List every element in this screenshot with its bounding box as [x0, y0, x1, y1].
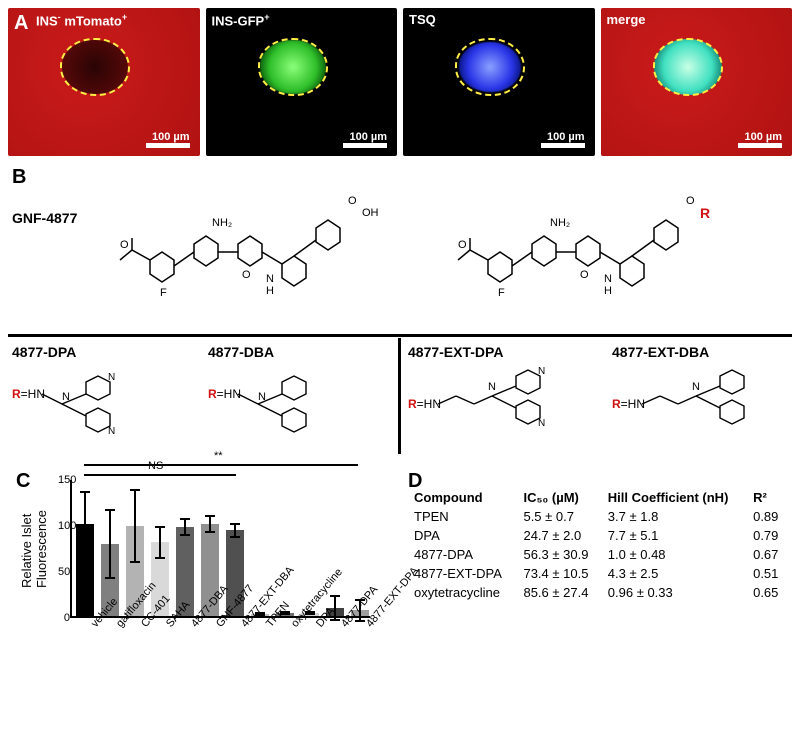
panel-a: A INS- mTomato+ 100 µm INS-GFP+ 100 µm T…: [8, 8, 792, 156]
svg-text:H: H: [266, 285, 274, 297]
panel-a-letter: A: [14, 12, 28, 35]
micro-red: A INS- mTomato+ 100 µm: [8, 8, 200, 156]
micro-green: INS-GFP+ 100 µm: [206, 8, 398, 156]
svg-text:O: O: [458, 239, 467, 251]
svg-text:N: N: [604, 273, 612, 285]
svg-text:R=HN: R=HN: [612, 397, 645, 411]
table-header: R²: [747, 488, 788, 507]
compound-4877-dba: 4877-DBA R=HN N: [208, 344, 398, 457]
micro-blue: TSQ 100 µm: [403, 8, 595, 156]
svg-text:R: R: [700, 205, 710, 221]
svg-text:F: F: [498, 287, 505, 299]
panel-d: D CompoundIC₅₀ (µM)Hill Coefficient (nH)…: [408, 488, 788, 602]
y-tick: 150: [58, 474, 70, 486]
divider-horizontal: [8, 334, 792, 337]
table-row: 4877-EXT-DPA73.4 ± 10.54.3 ± 2.50.51: [408, 564, 788, 583]
svg-text:R=HN: R=HN: [12, 387, 45, 401]
svg-text:O: O: [120, 239, 129, 251]
scalebar: 100 µm: [146, 131, 190, 148]
panel-b: B GNF-4877 F NH₂ O N H O OH O: [8, 166, 792, 454]
svg-text:N: N: [258, 391, 266, 403]
panel-b-letter: B: [12, 166, 26, 189]
table-row: 4877-DPA56.3 ± 30.91.0 ± 0.480.67: [408, 545, 788, 564]
table-header: IC₅₀ (µM): [517, 488, 601, 507]
panel-d-letter: D: [408, 470, 422, 493]
svg-text:N: N: [62, 391, 70, 403]
sig-star: **: [214, 450, 223, 462]
svg-text:N: N: [692, 381, 700, 393]
svg-text:N: N: [266, 273, 274, 285]
svg-text:OH: OH: [362, 207, 379, 219]
compound-4877-dpa: 4877-DPA R=HN N N N: [12, 344, 202, 457]
structure-scaffold-r: F NH₂ O N H O R O: [428, 170, 758, 328]
compound-4877-ext-dpa: 4877-EXT-DPA R=HN N N N: [408, 344, 608, 457]
svg-text:NH₂: NH₂: [212, 217, 232, 229]
divider-vertical: [398, 338, 401, 454]
micro-label: merge: [607, 12, 646, 27]
table-row: oxytetracycline85.6 ± 27.40.96 ± 0.330.6…: [408, 583, 788, 602]
y-tick: 0: [58, 612, 70, 624]
svg-text:N: N: [538, 366, 545, 377]
ic50-table: CompoundIC₅₀ (µM)Hill Coefficient (nH)R²…: [408, 488, 788, 602]
y-tick: 100: [58, 520, 70, 532]
islet-outline: [60, 38, 130, 96]
svg-text:F: F: [160, 287, 167, 299]
svg-text:N: N: [488, 381, 496, 393]
svg-text:O: O: [686, 195, 695, 207]
svg-text:O: O: [580, 269, 589, 281]
table-header: Hill Coefficient (nH): [602, 488, 747, 507]
structure-gnf4877: F NH₂ O N H O OH O: [90, 170, 390, 328]
panel-c: C Relative IsletFluorescence NS ** 05010…: [8, 470, 388, 738]
svg-text:H: H: [604, 285, 612, 297]
y-axis-label: Relative IsletFluorescence: [26, 480, 42, 618]
micro-merge: merge 100 µm: [601, 8, 793, 156]
svg-text:N: N: [108, 426, 115, 437]
islet-outline: [455, 38, 525, 96]
compound-4877-ext-dba: 4877-EXT-DBA R=HN N: [612, 344, 800, 457]
svg-text:O: O: [348, 195, 357, 207]
svg-text:R=HN: R=HN: [408, 397, 441, 411]
micro-label: TSQ: [409, 12, 436, 27]
svg-text:N: N: [538, 418, 545, 429]
svg-text:N: N: [108, 372, 115, 383]
table-row: TPEN5.5 ± 0.73.7 ± 1.80.89: [408, 507, 788, 526]
sig-ns-line: [84, 474, 236, 476]
sig-star-line: [84, 464, 358, 466]
table-header: Compound: [408, 488, 517, 507]
gnf-label: GNF-4877: [12, 210, 77, 226]
svg-text:NH₂: NH₂: [550, 217, 570, 229]
y-tick: 50: [58, 566, 70, 578]
sig-ns: NS: [148, 460, 163, 472]
micro-label: INS-GFP+: [212, 12, 270, 28]
islet-outline: [258, 38, 328, 96]
micro-label: INS- mTomato+: [36, 12, 127, 28]
svg-text:O: O: [242, 269, 251, 281]
svg-text:R=HN: R=HN: [208, 387, 241, 401]
islet-outline: [653, 38, 723, 96]
table-row: DPA24.7 ± 2.07.7 ± 5.10.79: [408, 526, 788, 545]
